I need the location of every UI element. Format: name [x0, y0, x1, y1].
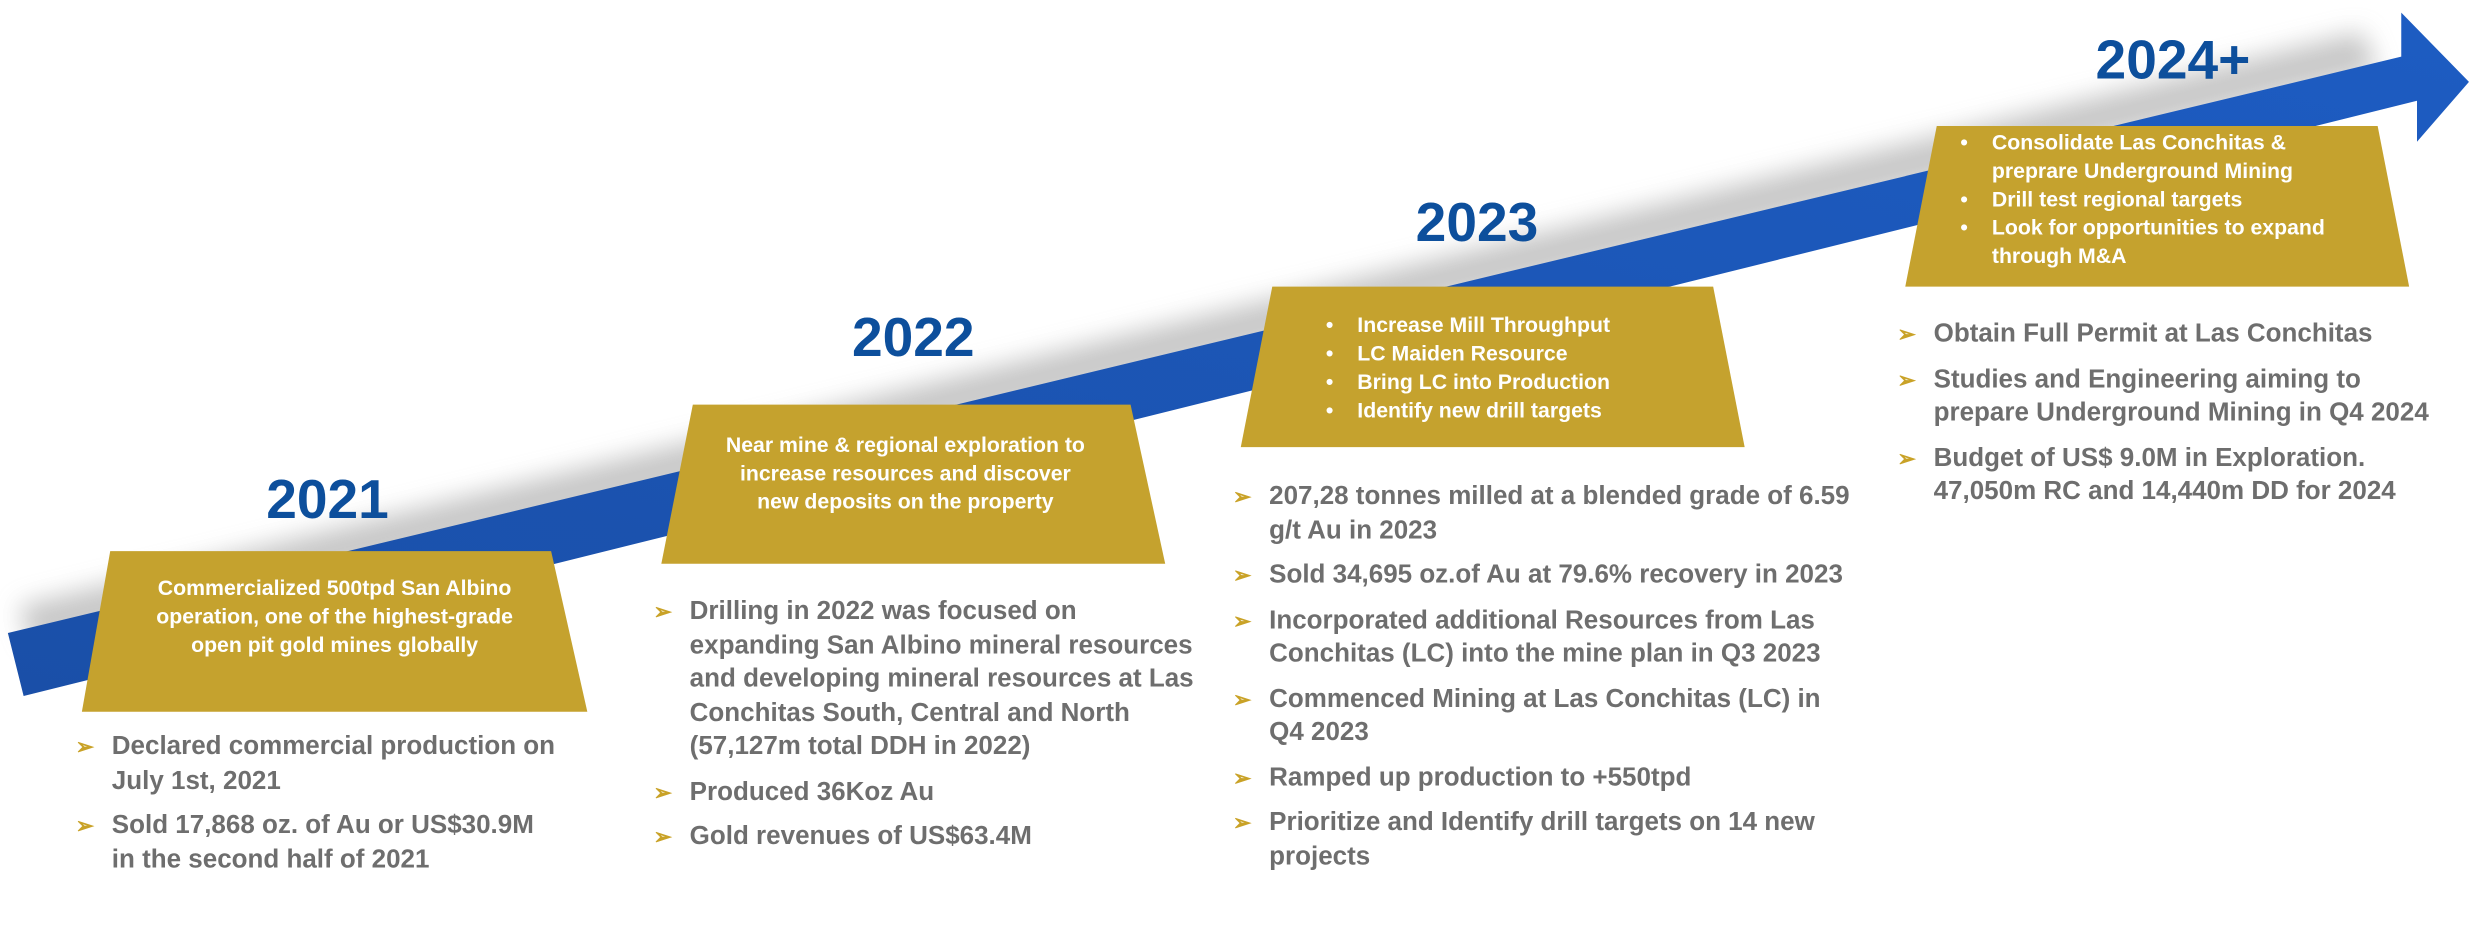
bullet-item: Studies and Engineering aiming to prepar… — [1897, 363, 2432, 431]
bullet-item: Budget of US$ 9.0M in Exploration. 47,05… — [1897, 442, 2432, 510]
bullet-list: Declared commercial production on July 1… — [76, 731, 564, 888]
bullet-item: Sold 17,868 oz. of Au or US$30.9M in the… — [76, 809, 564, 877]
bullet-item: Prioritize and Identify drill targets on… — [1233, 806, 1855, 874]
box-item: Identify new drill targets — [1323, 397, 1701, 425]
year-label: 2024+ — [2095, 29, 2251, 92]
box-text: Commercialized 500tpd San Albino operati… — [156, 576, 513, 657]
bullet-item: Drilling in 2022 was focused on expandin… — [653, 595, 1196, 764]
bullet-item: Ramped up production to +550tpd — [1233, 761, 1855, 795]
box-item: Increase Mill Throughput — [1323, 312, 1701, 340]
bullet-item: Sold 34,695 oz.of Au at 79.6% recovery i… — [1233, 559, 1855, 593]
bullet-item: Declared commercial production on July 1… — [76, 731, 564, 799]
year-label: 2021 — [266, 469, 389, 531]
bullet-item: Produced 36Koz Au — [653, 775, 1196, 809]
bullet-item: 207,28 tonnes milled at a blended grade … — [1233, 480, 1855, 548]
bullet-list: 207,28 tonnes milled at a blended grade … — [1233, 480, 1855, 885]
bullet-item: Obtain Full Permit at Las Conchitas — [1897, 318, 2432, 352]
year-label: 2022 — [851, 307, 975, 369]
box-list: Consolidate Las Conchitas & preprare Und… — [1957, 129, 2366, 271]
bullet-item: Gold revenues of US$63.4M — [653, 820, 1196, 854]
box-shape — [81, 551, 588, 712]
box-item: LC Maiden Resource — [1323, 340, 1701, 368]
bullet-item: Commenced Mining at Las Conchitas (LC) i… — [1233, 683, 1855, 751]
box-shape — [661, 404, 1166, 564]
year-label: 2023 — [1415, 192, 1539, 254]
box-item: Look for opportunities to expand through… — [1957, 214, 2366, 271]
box-list: Increase Mill ThroughputLC Maiden Resour… — [1323, 312, 1701, 425]
bullet-list: Obtain Full Permit at Las Conchitas Studi… — [1897, 318, 2432, 520]
box-item: Drill test regional targets — [1957, 186, 2366, 214]
box-item: Bring LC into Production — [1323, 368, 1701, 396]
box-text: Near mine & regional exploration to incr… — [725, 433, 1085, 514]
bullet-item: Incorporated additional Resources from L… — [1233, 604, 1855, 672]
bullet-list: Drilling in 2022 was focused on expandin… — [653, 595, 1196, 865]
box-item: Consolidate Las Conchitas & preprare Und… — [1957, 129, 2366, 186]
timeline-arrow — [7, 12, 2469, 696]
